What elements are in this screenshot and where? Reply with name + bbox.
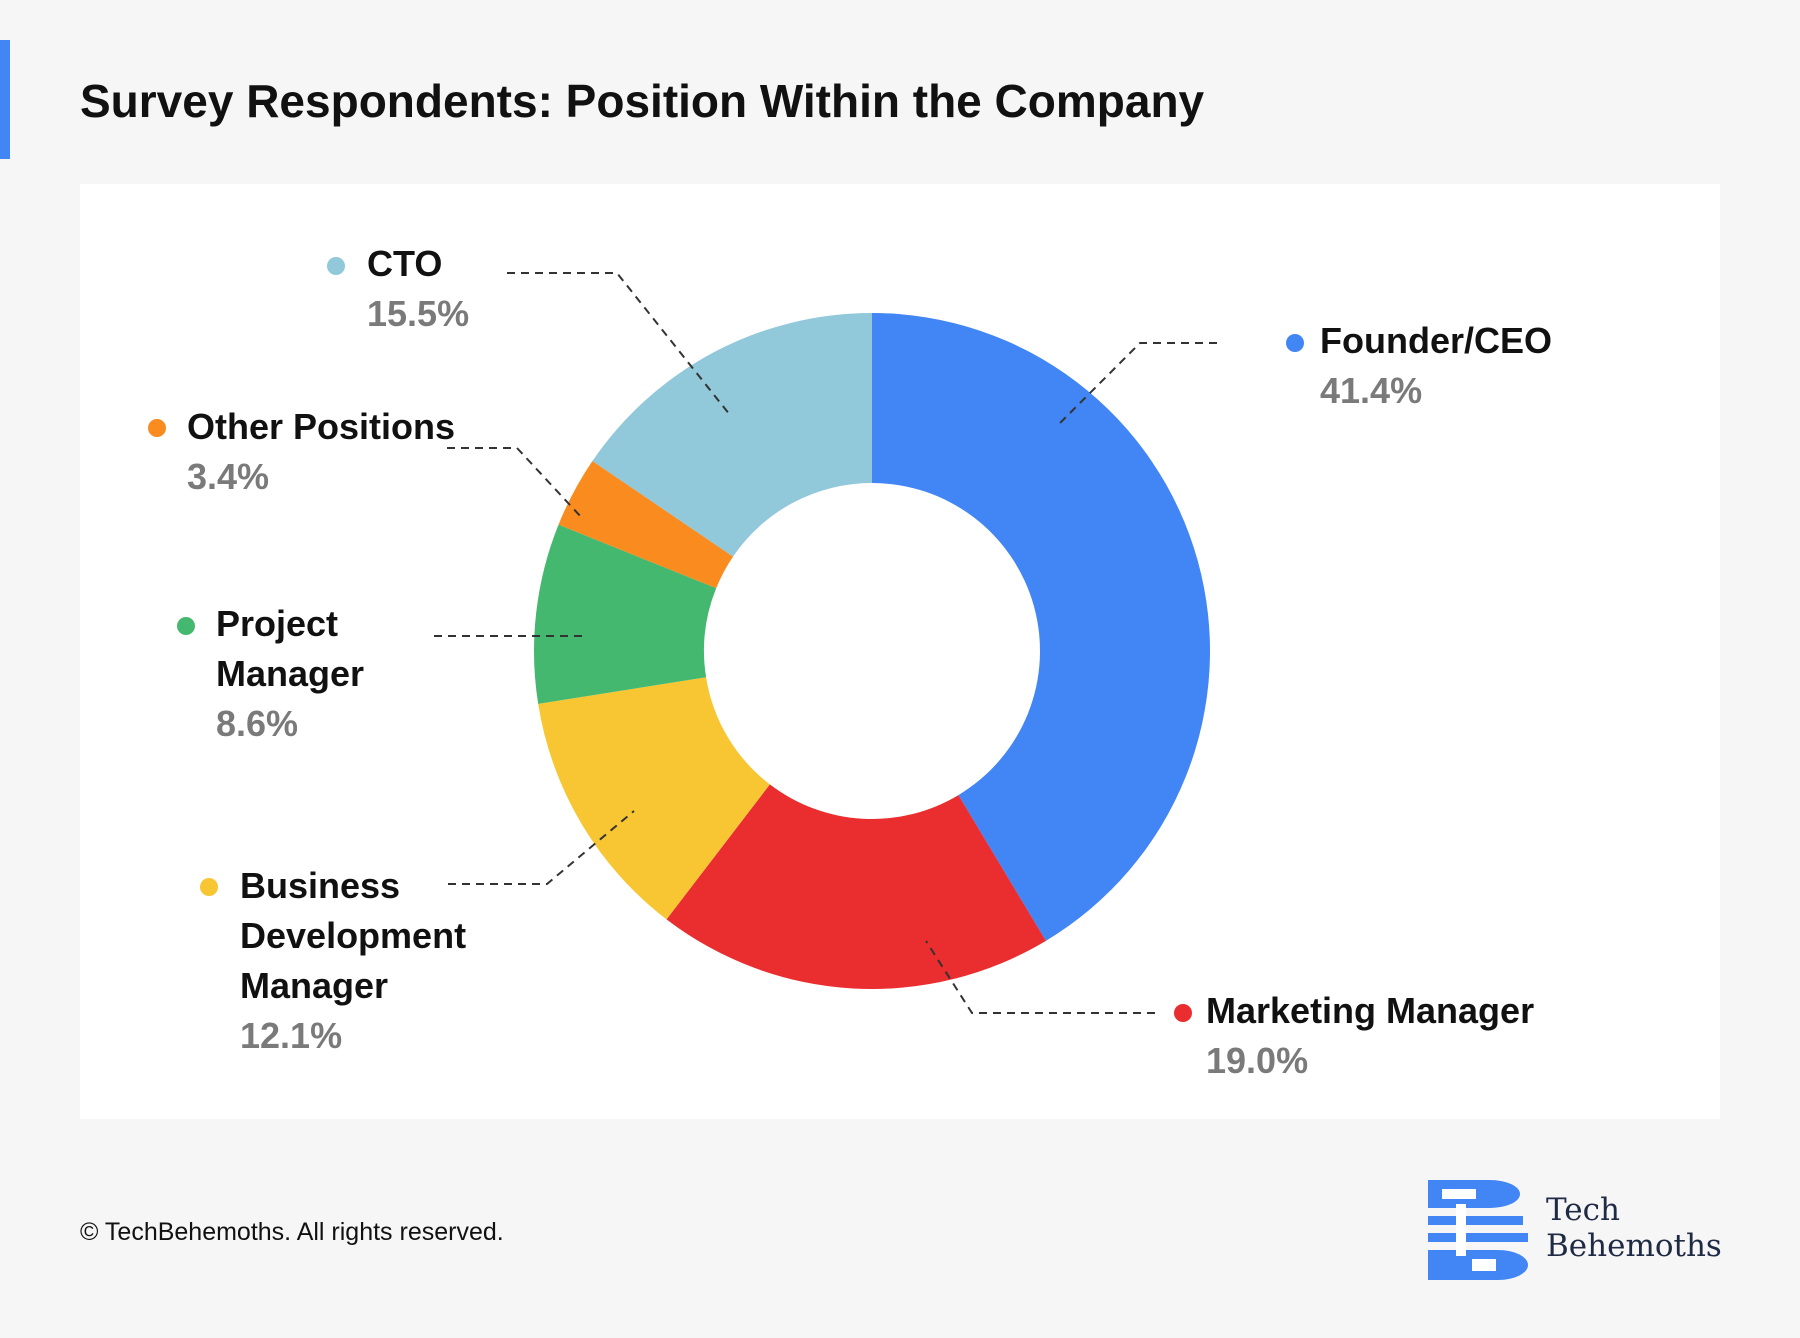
- category-label-founder-ceo: Founder/CEO: [1320, 320, 1552, 361]
- leader-line-other-positions: [447, 447, 584, 520]
- techbehemoths-logo: Tech Behemoths: [1428, 1180, 1728, 1280]
- chart-card: Founder/CEO 41.4% Marketing Manager 19.0% Bu…: [80, 184, 1720, 1119]
- value-label-business-development-manager: 12.1%: [240, 1015, 342, 1056]
- logo-wordmark: Tech Behemoths: [1546, 1192, 1722, 1264]
- slice-founder-ceo: [872, 313, 1210, 941]
- logo-line-1: Tech: [1546, 1192, 1620, 1228]
- category-label-project-manager: Project Manager: [216, 603, 364, 694]
- category-label-marketing-manager: Marketing Manager: [1206, 990, 1534, 1031]
- accent-bar: [0, 40, 10, 159]
- legend-dot-cto: [327, 257, 345, 275]
- slice-cto: [592, 313, 872, 557]
- legend-dot-business-development-manager: [200, 878, 218, 896]
- legend-dot-marketing-manager: [1174, 1004, 1192, 1022]
- value-label-marketing-manager: 19.0%: [1206, 1040, 1308, 1081]
- value-label-project-manager: 8.6%: [216, 703, 298, 744]
- slice-marketing-manager: [666, 784, 1046, 990]
- donut-chart: Founder/CEO 41.4% Marketing Manager 19.0% Bu…: [148, 243, 1552, 1081]
- legend-dot-other-positions: [148, 419, 166, 437]
- leader-line-marketing-manager: [925, 940, 1155, 1014]
- value-label-other-positions: 3.4%: [187, 456, 269, 497]
- leader-line-business-development-manager: [448, 810, 635, 885]
- legend-dot-project-manager: [177, 617, 195, 635]
- chart-title: Survey Respondents: Position Within the …: [80, 75, 1205, 127]
- copyright-text: © TechBehemoths. All rights reserved.: [80, 1218, 504, 1246]
- logo-mark-icon: [1428, 1180, 1528, 1280]
- slice-project-manager: [534, 524, 717, 704]
- logo-line-2: Behemoths: [1546, 1228, 1722, 1264]
- slice-other-positions: [558, 461, 734, 589]
- category-label-cto: CTO: [367, 243, 442, 284]
- leader-line-founder-ceo: [1058, 342, 1217, 425]
- value-label-cto: 15.5%: [367, 293, 469, 334]
- leader-line-cto: [507, 272, 731, 416]
- category-label-business-development-manager: Business Development Manager: [240, 865, 466, 1006]
- legend-dot-founder-ceo: [1286, 334, 1304, 352]
- value-label-founder-ceo: 41.4%: [1320, 370, 1422, 411]
- slice-business-development-manager: [538, 677, 770, 920]
- category-label-other-positions: Other Positions: [187, 406, 455, 447]
